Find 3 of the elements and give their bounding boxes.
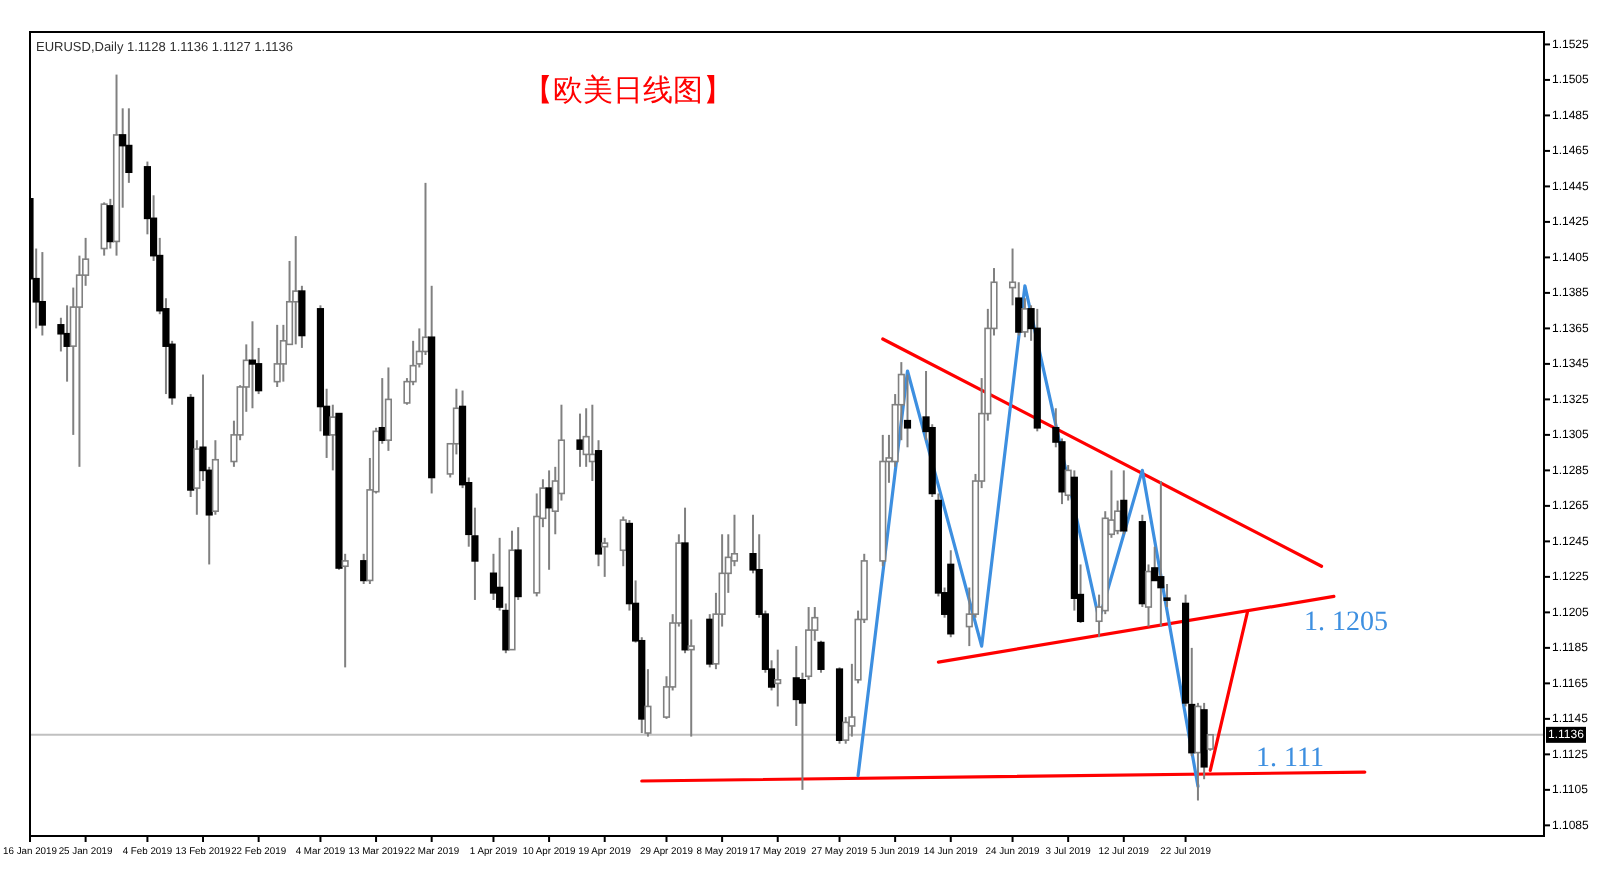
annotation: 1. 111 (1256, 744, 1324, 775)
text: 【欧美日线图】 (523, 74, 734, 108)
annotation: 1. 1205 (1304, 608, 1388, 639)
